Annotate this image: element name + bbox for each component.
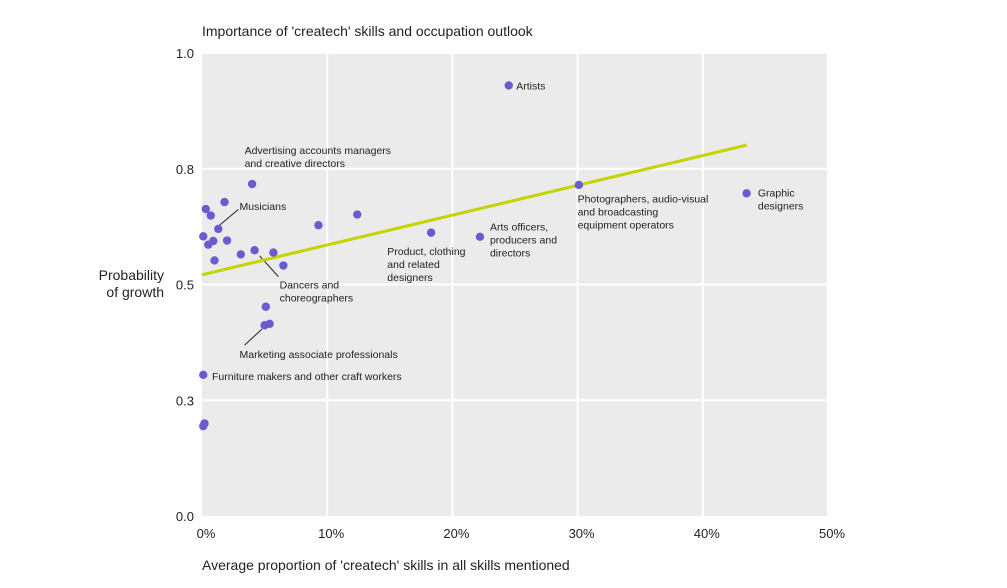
y-tick-label: 0.5	[176, 278, 194, 293]
data-point	[504, 81, 513, 90]
data-points	[199, 81, 751, 431]
data-point	[250, 246, 259, 255]
x-axis-ticks: 0% 10% 20% 30% 40% 50%	[197, 526, 846, 541]
y-tick-label: 0.8	[176, 162, 194, 177]
x-tick-label: 40%	[694, 526, 720, 541]
point-annotation: Dancers and choreographers	[280, 280, 354, 305]
point-annotation: Product, clothing and related designers	[387, 246, 465, 284]
data-point	[199, 370, 208, 379]
data-point	[314, 221, 323, 230]
x-tick-label: 20%	[443, 526, 469, 541]
data-point	[199, 232, 208, 241]
data-point	[269, 248, 278, 257]
data-point	[214, 224, 223, 234]
y-axis-label: Probability of growth	[99, 267, 164, 300]
x-tick-label: 50%	[819, 526, 845, 541]
trend-line	[201, 143, 747, 277]
data-point	[574, 180, 584, 190]
data-point	[279, 261, 288, 270]
point-annotation: Marketing associate professionals	[240, 349, 398, 361]
y-tick-label: 0.3	[176, 393, 194, 408]
chart-title: Importance of 'createch' skills and occu…	[202, 23, 534, 39]
data-point	[220, 197, 229, 207]
point-annotation: Musicians	[240, 201, 287, 213]
point-annotation: Graphic designers	[758, 187, 804, 212]
data-point	[353, 210, 362, 219]
point-annotation: Photographers, audio-visual and broadcast…	[578, 193, 709, 231]
leader-line	[244, 328, 263, 346]
data-point	[426, 228, 436, 237]
y-tick-label: 0.0	[176, 509, 194, 524]
x-tick-label: 30%	[569, 526, 595, 541]
point-annotation: Arts officers, producers and directors	[490, 222, 557, 260]
point-annotation: Artists	[516, 80, 545, 92]
data-point	[261, 302, 271, 311]
data-point	[236, 250, 246, 259]
x-tick-label: 0%	[197, 526, 216, 541]
point-annotation: Furniture makers and other craft workers	[212, 371, 402, 383]
x-axis-label: Average proportion of 'createch' skills …	[202, 557, 570, 573]
point-annotation: Advertising accounts managers and creativ…	[245, 145, 392, 170]
x-tick-label: 10%	[318, 526, 344, 541]
data-point	[260, 321, 269, 330]
gridlines	[202, 52, 829, 516]
data-point	[247, 179, 257, 189]
data-point	[222, 236, 232, 245]
data-point	[742, 189, 751, 198]
y-tick-label: 1.0	[176, 46, 194, 61]
data-point	[201, 204, 210, 214]
point-annotations: Artists Advertising accounts managers and …	[212, 80, 803, 383]
y-axis-ticks: 0.0 0.3 0.5 0.8 1.0	[176, 46, 194, 524]
data-point	[210, 256, 219, 265]
data-point	[475, 232, 485, 242]
leader-line	[219, 209, 239, 226]
data-point	[199, 421, 208, 431]
data-point	[204, 240, 213, 249]
data-point	[206, 211, 215, 220]
